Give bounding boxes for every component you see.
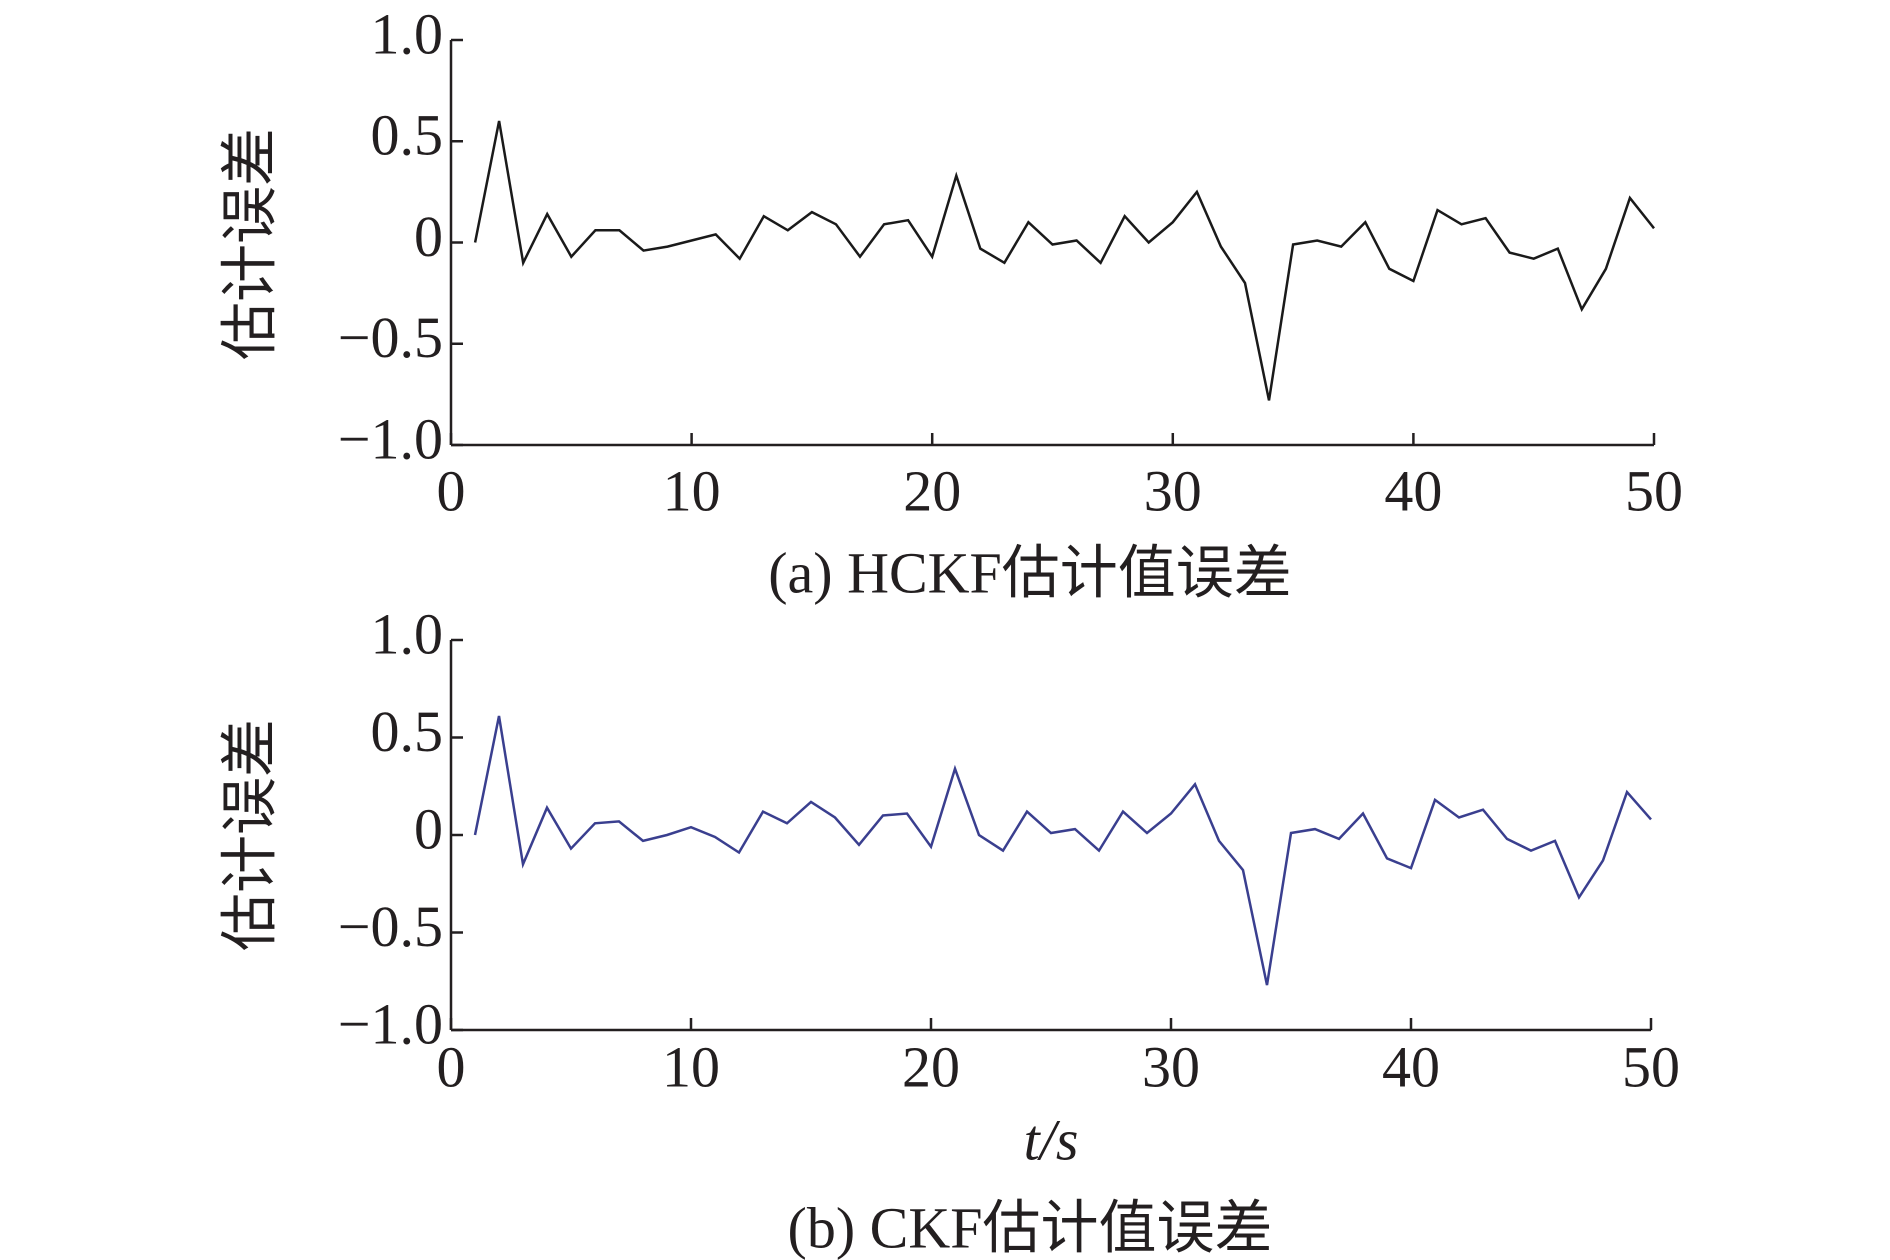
x-tick-label: 20 [903, 458, 961, 523]
y-tick-label: −0.5 [338, 305, 443, 370]
y-tick-label: 1.0 [371, 1, 444, 66]
x-tick-label: 0 [437, 1034, 466, 1099]
x-tick-label: 10 [662, 1034, 720, 1099]
x-tick-label: 20 [902, 1034, 960, 1099]
y-tick-label: −1.0 [338, 406, 443, 471]
y-tick-label: 0 [414, 796, 443, 861]
y-tick-label: −1.0 [338, 991, 443, 1056]
x-tick-label: 50 [1625, 458, 1683, 523]
x-tick-label: 10 [663, 458, 721, 523]
y-tick-label: 1.0 [371, 601, 444, 666]
x-tick-label: 30 [1144, 458, 1202, 523]
y-tick-label: 0 [414, 204, 443, 269]
x-axis-label: t/s [1024, 1107, 1079, 1172]
data-line [473, 120, 1655, 401]
x-tick-label: 0 [437, 458, 466, 523]
caption: (a) HCKF估计值误差 [768, 540, 1292, 605]
x-tick-label: 50 [1622, 1034, 1680, 1099]
y-axis-label: 估计误差 [217, 719, 282, 951]
caption: (b) CKF估计值误差 [788, 1195, 1273, 1260]
x-tick-label: 40 [1384, 458, 1442, 523]
y-tick-label: −0.5 [338, 894, 443, 959]
data-line [473, 715, 1652, 986]
x-tick-label: 30 [1142, 1034, 1200, 1099]
x-tick-label: 40 [1382, 1034, 1440, 1099]
y-tick-label: 0.5 [371, 103, 444, 168]
y-axis-label: 估计误差 [217, 128, 282, 360]
y-tick-label: 0.5 [371, 699, 444, 764]
